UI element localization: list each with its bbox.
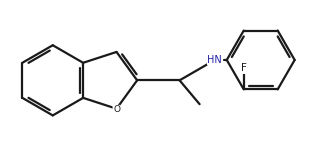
Text: O: O [113,105,120,114]
Text: F: F [241,63,247,73]
Text: HN: HN [208,55,222,65]
